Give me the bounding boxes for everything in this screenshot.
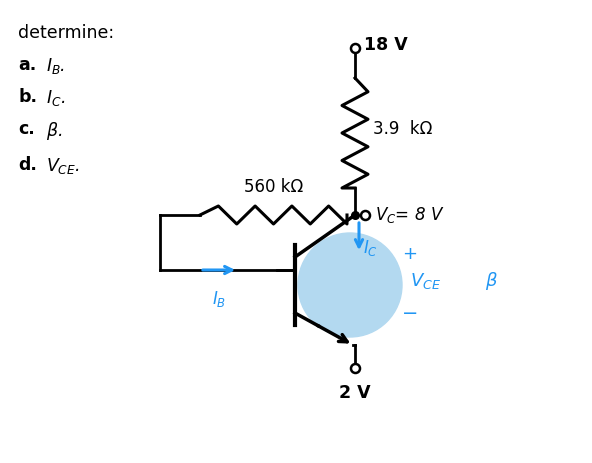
Text: $V_C$= 8 V: $V_C$= 8 V: [375, 205, 445, 225]
Text: $\beta$: $\beta$: [485, 269, 498, 291]
Text: $I_C$: $I_C$: [363, 238, 378, 257]
Text: +: +: [403, 244, 417, 263]
Text: −: −: [402, 304, 418, 323]
Text: $\beta$.: $\beta$.: [46, 120, 62, 142]
Text: 560 kΩ: 560 kΩ: [244, 178, 303, 195]
Text: d.: d.: [18, 156, 37, 174]
Text: $V_{CE}$: $V_{CE}$: [410, 270, 441, 290]
Text: a.: a.: [18, 56, 36, 74]
Text: 2 V: 2 V: [339, 383, 371, 401]
Text: $I_B$.: $I_B$.: [46, 56, 65, 76]
Text: b.: b.: [18, 88, 37, 106]
Text: c.: c.: [18, 120, 35, 138]
Text: 18 V: 18 V: [364, 36, 408, 54]
Text: $I_B$: $I_B$: [212, 288, 226, 308]
Text: $I_C$.: $I_C$.: [46, 88, 65, 108]
Text: determine:: determine:: [18, 24, 114, 42]
Circle shape: [298, 233, 402, 337]
Text: 3.9  kΩ: 3.9 kΩ: [373, 120, 432, 138]
Text: $V_{CE}$.: $V_{CE}$.: [46, 156, 80, 175]
